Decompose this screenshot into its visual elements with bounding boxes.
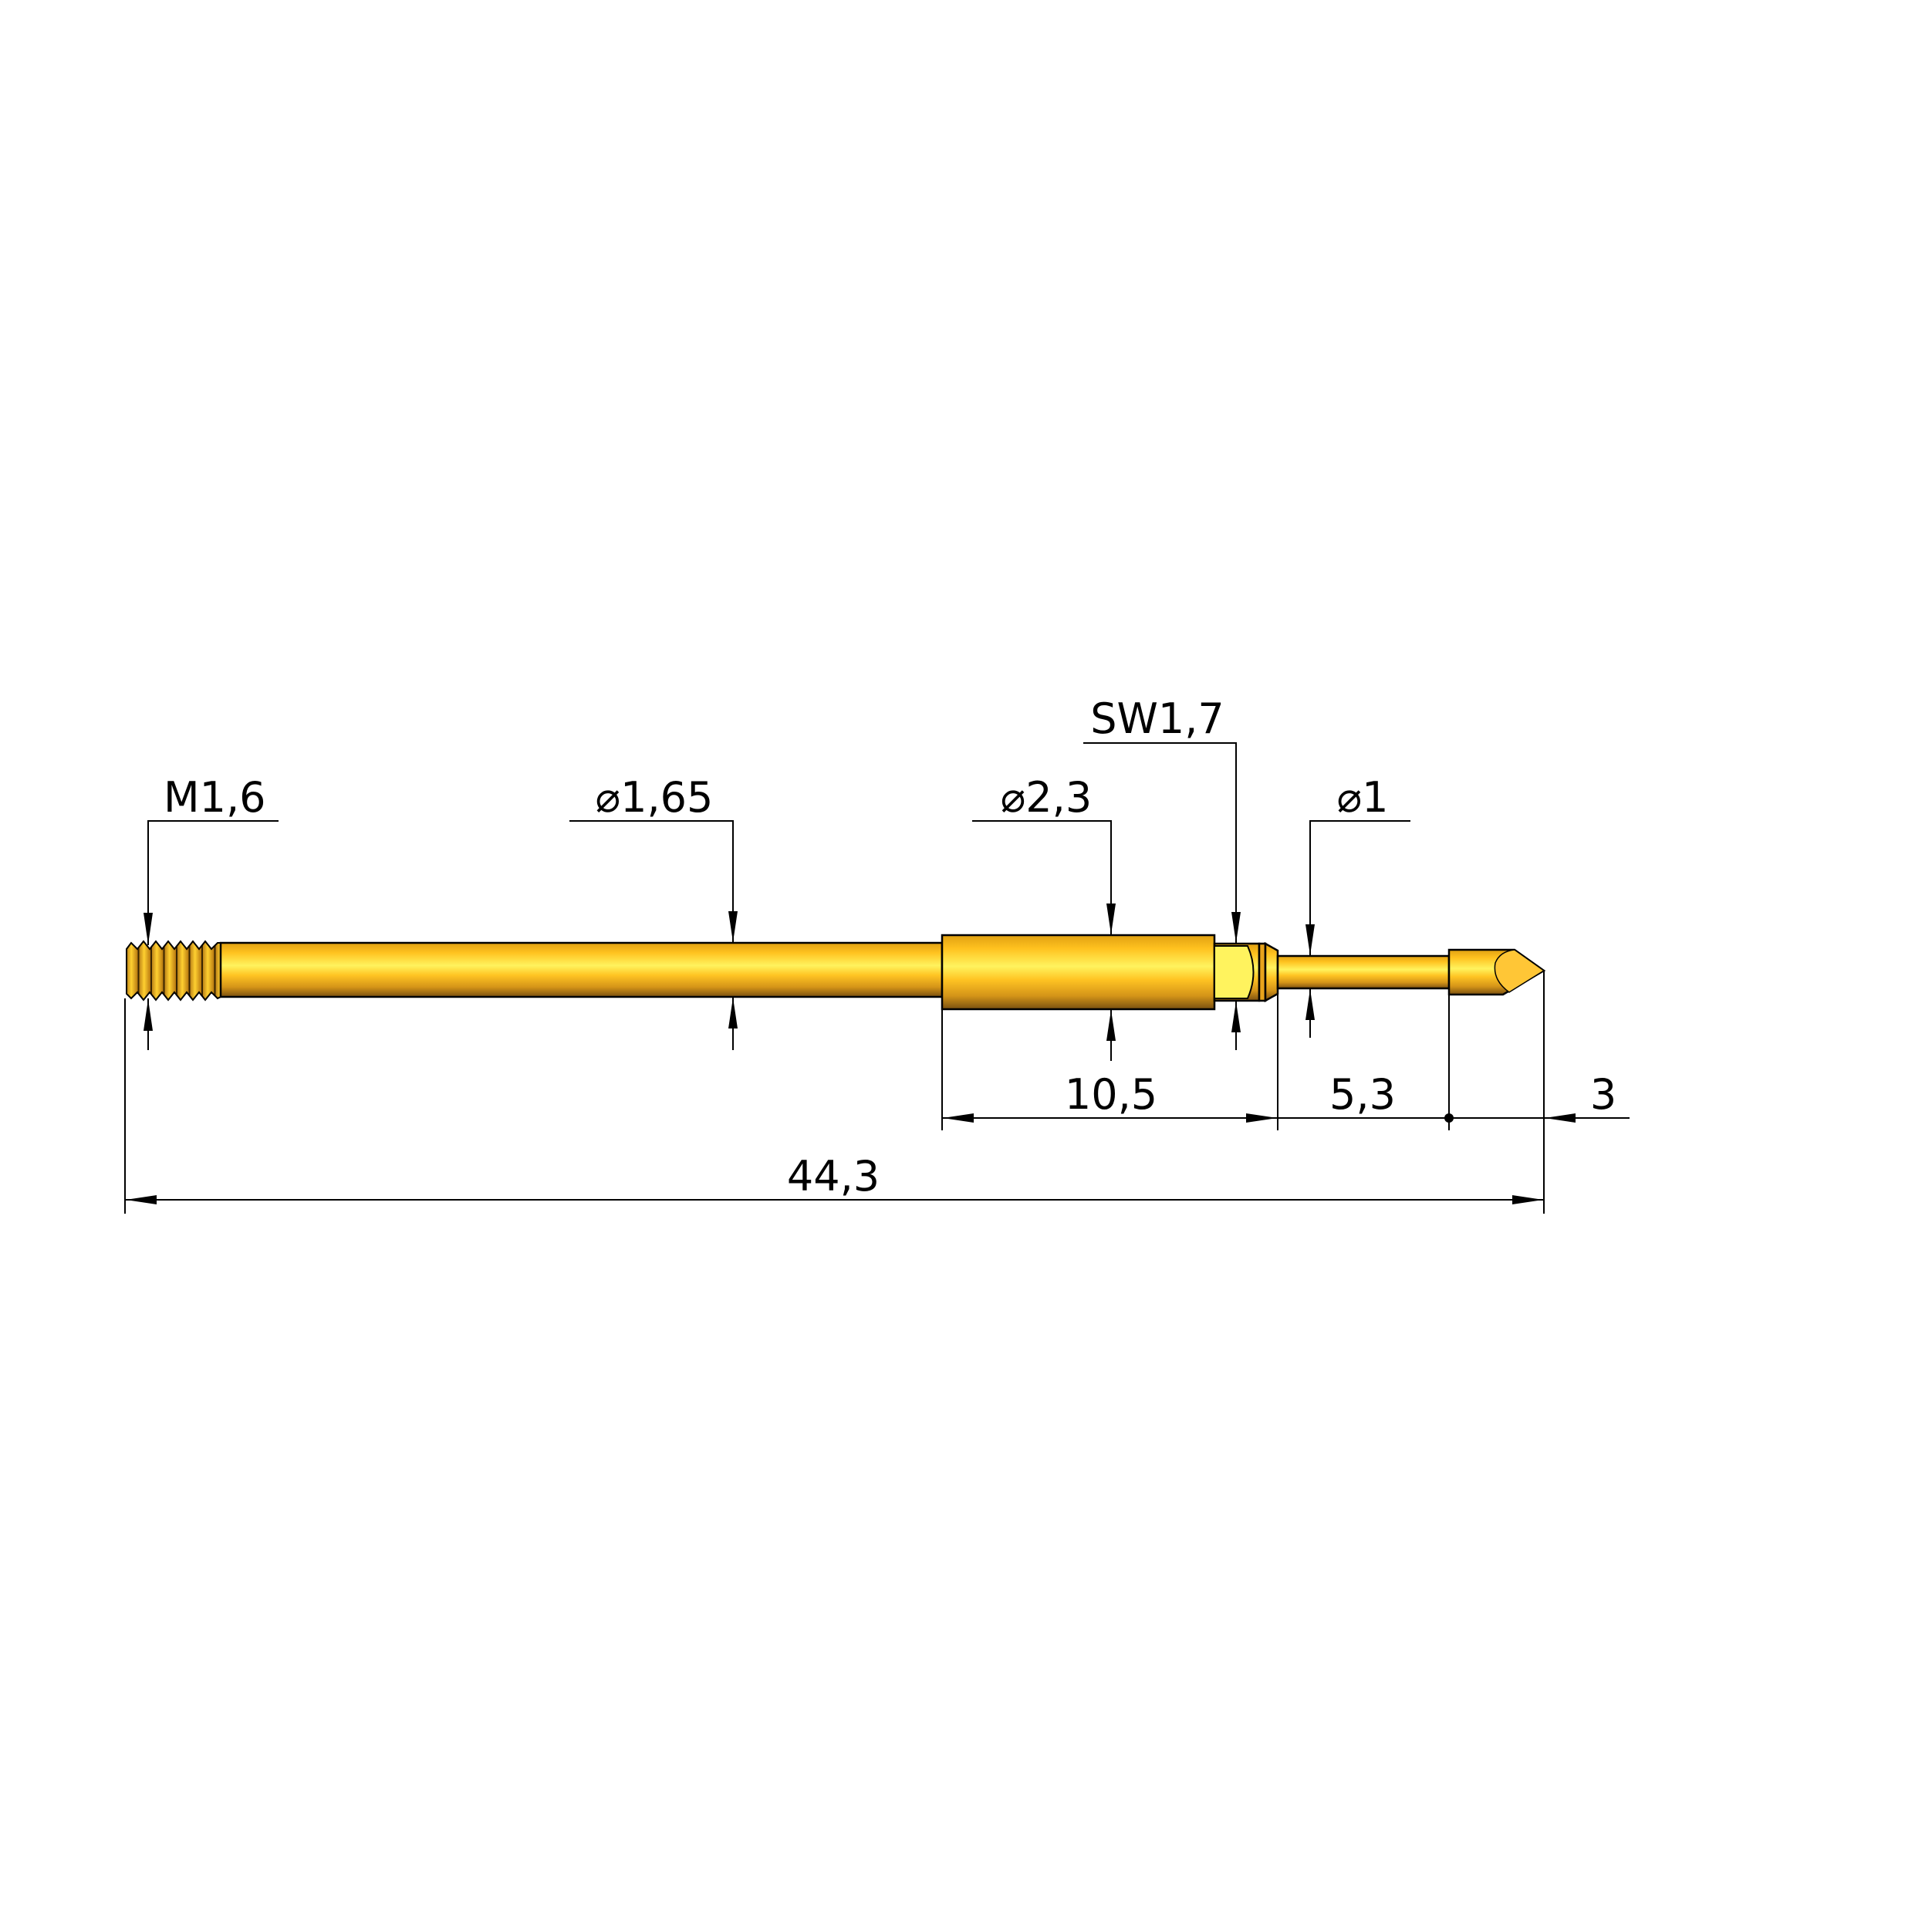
shaft-diameter-label: ⌀1,65 xyxy=(596,773,714,822)
arrowhead xyxy=(1305,989,1315,1020)
probe-part xyxy=(126,934,1546,1011)
hex-size-leader xyxy=(1083,742,1237,944)
collar-chamfer xyxy=(1264,941,1279,1003)
hex-size-label: SW1,7 xyxy=(1090,694,1224,743)
overall-length-dimension: 44,3 xyxy=(125,1152,1544,1204)
hex-face xyxy=(1214,945,1255,999)
barrel-length-label: 10,5 xyxy=(1065,1070,1157,1119)
barrel xyxy=(941,934,1216,1011)
arrowhead xyxy=(1512,1195,1543,1204)
arrowhead xyxy=(943,1113,974,1123)
tip-length-label: 3 xyxy=(1590,1070,1616,1119)
plunger-diameter-leader xyxy=(1309,820,1410,956)
arrowhead xyxy=(126,1195,157,1204)
arrowhead xyxy=(144,913,153,944)
plunger-length-label: 5,3 xyxy=(1329,1070,1396,1119)
tip-bevel xyxy=(1494,949,1545,993)
hex-size-callout: SW1,7 xyxy=(1083,694,1241,1050)
dimension-dot xyxy=(1444,1113,1454,1123)
extension-lines xyxy=(124,971,1545,1214)
plunger-diameter-callout: ⌀1 xyxy=(1305,773,1410,1038)
shaft-diameter-callout: ⌀1,65 xyxy=(569,773,738,1050)
arrowhead xyxy=(1231,1001,1241,1032)
length-dimensions: 10,5 5,3 3 xyxy=(942,1070,1630,1123)
arrowhead xyxy=(1106,1010,1116,1041)
plunger-diameter-label: ⌀1 xyxy=(1337,773,1389,822)
main-shaft xyxy=(219,941,944,998)
arrowhead xyxy=(1545,1113,1576,1123)
thread-leader xyxy=(147,820,279,945)
overall-length-label: 44,3 xyxy=(787,1152,880,1201)
barrel-diameter-leader xyxy=(972,820,1112,935)
arrowhead xyxy=(144,999,153,1031)
arrowhead xyxy=(728,911,738,942)
arrowhead xyxy=(1106,904,1116,934)
thread-callout: M1,6 xyxy=(144,773,279,1050)
arrowhead xyxy=(1231,912,1241,943)
arrowhead xyxy=(1246,1113,1277,1123)
shaft-diameter-leader xyxy=(569,820,734,943)
arrowhead xyxy=(1305,924,1315,955)
barrel-diameter-label: ⌀2,3 xyxy=(1001,773,1092,822)
barrel-diameter-callout: ⌀2,3 xyxy=(972,773,1116,1061)
plunger xyxy=(1276,954,1451,990)
arrowhead xyxy=(728,998,738,1028)
threaded-end xyxy=(126,940,221,1001)
thread-label: M1,6 xyxy=(164,773,265,822)
